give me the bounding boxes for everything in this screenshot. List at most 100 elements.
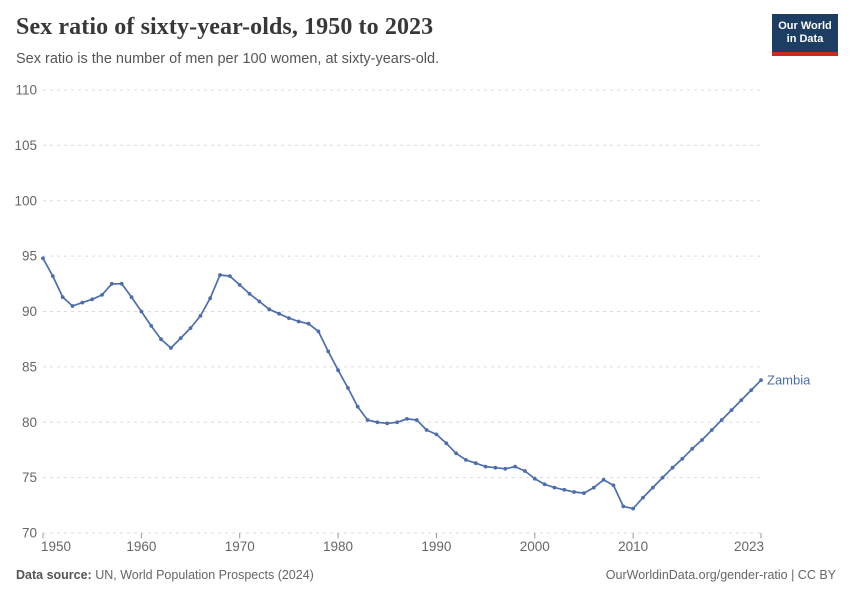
x-axis-tick-label: 1970 [225,539,255,554]
data-point[interactable] [287,316,291,320]
data-point[interactable] [680,456,685,461]
data-point[interactable] [395,420,399,425]
data-line-zambia[interactable] [42,257,762,510]
data-point[interactable] [385,421,390,426]
y-axis-tick-label: 105 [14,138,37,153]
data-point[interactable] [424,428,429,432]
owid-logo: Our World in Data [772,14,838,56]
data-point[interactable] [523,469,527,473]
data-source-label: Data source: [16,568,92,582]
y-axis-tick-label: 95 [22,249,37,264]
data-point[interactable] [326,349,331,354]
data-point[interactable] [208,296,213,301]
data-point[interactable] [572,490,576,494]
data-point[interactable] [277,311,281,316]
data-point[interactable] [464,458,468,462]
data-point[interactable] [454,451,458,456]
x-axis-tick-label: 1980 [323,539,353,554]
x-axis-tick-label: 2023 [734,539,764,554]
data-point[interactable] [355,404,360,409]
y-axis-tick-label: 100 [14,193,37,208]
data-point[interactable] [296,319,301,324]
data-point[interactable] [670,465,675,470]
chart-subtitle: Sex ratio is the number of men per 100 w… [16,51,440,67]
data-point[interactable] [178,336,183,340]
data-point[interactable] [70,304,75,308]
license-link[interactable]: OurWorldinData.org/gender-ratio | CC BY [605,568,836,582]
data-point[interactable] [513,464,517,469]
data-point[interactable] [739,398,744,402]
data-point[interactable] [306,321,311,326]
data-point[interactable] [729,408,734,412]
data-point[interactable] [700,438,704,442]
data-point[interactable] [257,299,262,304]
data-point[interactable] [188,326,193,330]
data-point[interactable] [611,483,616,488]
x-axis-tick-label: 1960 [126,539,156,554]
data-point[interactable] [631,506,635,511]
data-point[interactable] [346,386,350,390]
data-point[interactable] [444,441,449,446]
data-point[interactable] [365,418,370,422]
data-point[interactable] [228,274,232,278]
data-point[interactable] [582,491,586,495]
data-point[interactable] [414,418,419,422]
data-point[interactable] [139,309,144,314]
data-point[interactable] [503,466,508,471]
owid-logo-accent-bar [772,52,838,56]
data-point[interactable] [641,495,645,500]
x-axis-tick-label: 1990 [421,539,451,554]
data-point[interactable] [621,504,626,509]
data-point[interactable] [80,300,85,305]
data-point[interactable] [169,346,173,350]
owid-logo-line1: Our World [778,20,832,32]
data-point[interactable] [483,464,488,469]
x-axis-tick-label: 2000 [520,539,550,554]
data-point[interactable] [100,293,104,297]
data-point[interactable] [129,295,134,299]
owid-logo-line2: in Data [786,33,824,45]
data-point[interactable] [149,324,154,328]
data-point[interactable] [601,477,606,482]
data-point[interactable] [719,418,724,422]
data-point[interactable] [542,482,547,487]
data-point[interactable] [493,465,498,470]
data-point[interactable] [218,273,222,277]
data-point[interactable] [552,485,557,490]
data-point[interactable] [532,476,537,481]
data-point[interactable] [41,256,45,261]
data-point[interactable] [109,281,114,286]
data-point[interactable] [562,487,567,492]
data-point[interactable] [650,485,655,490]
data-point[interactable] [749,388,754,392]
data-point[interactable] [247,291,252,296]
data-point[interactable] [159,337,163,342]
y-axis-tick-label: 110 [15,83,37,98]
y-axis-tick-label: 85 [22,359,37,374]
data-point[interactable] [434,432,439,437]
data-point[interactable] [660,475,665,480]
y-axis-tick-label: 70 [22,526,37,541]
data-point[interactable] [316,329,321,334]
data-point[interactable] [267,307,272,312]
x-axis-tick-label: 2010 [618,539,648,554]
data-point[interactable] [473,461,478,466]
data-point[interactable] [591,485,596,490]
data-point[interactable] [405,417,409,421]
data-source-note: Data source: UN, World Population Prospe… [16,568,314,582]
data-point[interactable] [237,283,242,287]
y-axis-tick-label: 75 [22,470,37,485]
data-point[interactable] [90,297,95,302]
data-point[interactable] [50,274,55,278]
data-point[interactable] [336,368,340,373]
y-axis-tick-label: 80 [22,415,37,430]
data-source-value: UN, World Population Prospects (2024) [91,568,314,582]
data-point[interactable] [709,428,714,432]
data-point[interactable] [119,281,124,286]
data-point[interactable] [759,378,763,383]
data-point[interactable] [375,420,380,425]
data-point[interactable] [198,314,203,318]
data-point[interactable] [690,446,695,451]
series-label-zambia[interactable]: Zambia [767,372,811,388]
data-point[interactable] [60,295,65,299]
